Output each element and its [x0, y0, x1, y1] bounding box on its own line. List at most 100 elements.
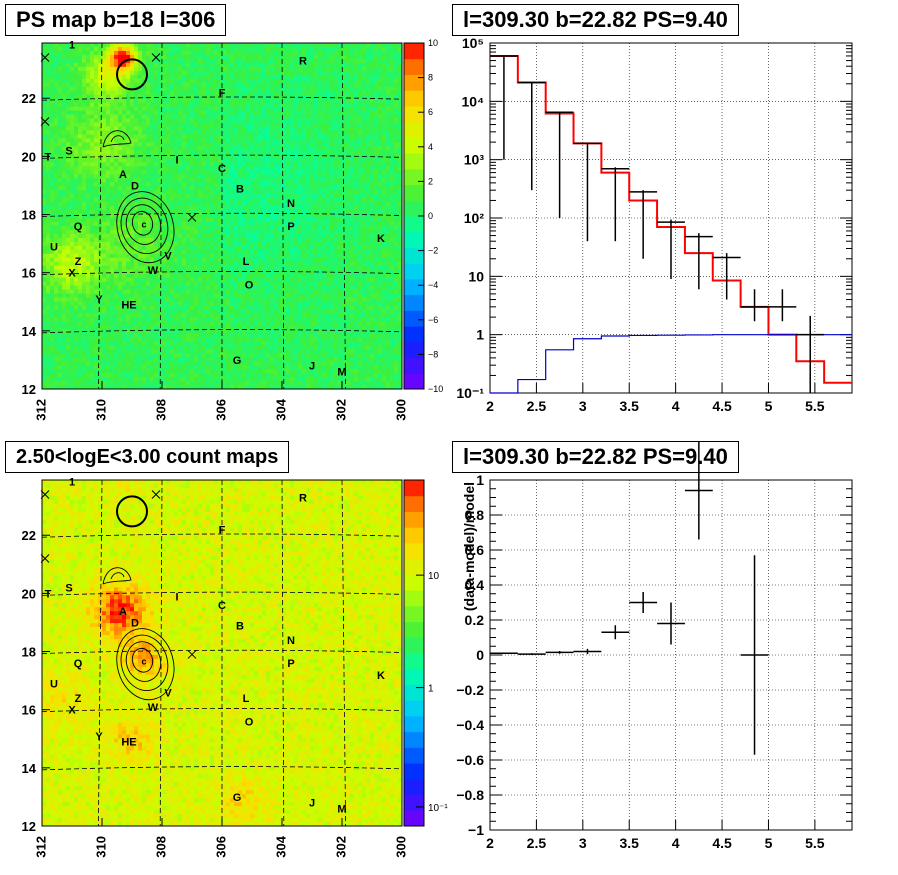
residual-grid [490, 480, 852, 830]
colorbar-segment [404, 137, 424, 154]
source-label: W [148, 702, 159, 714]
count-map-title: 2.50<logE<3.00 count maps [5, 441, 290, 473]
residual-xtick-label: 4.5 [712, 835, 732, 851]
colorbar-segment [404, 684, 424, 701]
test-position-circle [116, 58, 148, 91]
residual-ytick-label: 0.2 [465, 612, 485, 628]
map-ytick-label: 22 [22, 528, 36, 543]
map-xtick-label: 308 [153, 836, 168, 858]
residual-ytick-label: −0.8 [456, 787, 484, 803]
source-label: S [65, 146, 72, 158]
colorbar-segment [404, 184, 424, 201]
ps-map-pixels [42, 43, 403, 390]
residual-ytick-label: 0.6 [465, 542, 485, 558]
residual-xtick-label: 5.5 [805, 835, 825, 851]
colorbar-tick-label: −2 [428, 246, 438, 256]
colorbar-tick-label: 10⁻¹ [428, 803, 448, 814]
source-label: F [219, 87, 226, 99]
colorbar-segment [404, 105, 424, 123]
colorbar-segment [404, 653, 424, 670]
colorbar-segment [404, 231, 424, 248]
colorbar-segment [404, 605, 424, 623]
count-map-pixels [42, 480, 403, 827]
map-xtick-label: 304 [273, 398, 288, 420]
source-label: J [309, 798, 315, 810]
colorbar-segment [404, 558, 424, 575]
residual-ytick-label: −1 [468, 822, 484, 838]
source-label: U [50, 679, 58, 691]
source-label: A [119, 606, 127, 618]
source-label: K [377, 233, 385, 245]
source-label: 1 [69, 39, 75, 51]
spectrum-xtick-label: 5 [765, 398, 773, 414]
spectrum-ytick-label: 10⁵ [462, 35, 484, 51]
source-label: T [45, 151, 52, 163]
colorbar-tick-label: 10 [428, 571, 440, 582]
colorbar-tick-label: 6 [428, 107, 433, 117]
colorbar-segment [404, 43, 424, 60]
colorbar-segment [404, 121, 424, 138]
map-ytick-label: 18 [22, 208, 36, 223]
spectrum-grid [490, 43, 852, 393]
residual-xtick-label: 3.5 [619, 835, 639, 851]
colorbar-segment [404, 511, 424, 528]
map-ytick-label: 12 [22, 382, 36, 397]
colorbar-segment [404, 247, 424, 264]
colorbar-tick-label: −6 [428, 315, 438, 325]
ps-map-title: PS map b=18 l=306 [5, 4, 227, 36]
source-label: X [68, 705, 76, 717]
spectrum-title: l=309.30 b=22.82 PS=9.40 [452, 4, 739, 36]
source-label: M [337, 367, 346, 379]
cross-marker [40, 554, 50, 563]
spectrum-ytick-label: 10⁻¹ [456, 385, 484, 401]
source-label: F [219, 524, 226, 536]
colorbar-segment [404, 590, 424, 607]
map-xtick-label: 304 [273, 835, 288, 857]
colorbar-segment [404, 326, 424, 343]
map-xtick-label: 310 [93, 399, 108, 421]
colorbar-segment [404, 574, 424, 591]
colorbar-segment [404, 153, 424, 170]
map-xtick-label: 306 [213, 399, 228, 421]
source-label: B [236, 620, 244, 632]
colorbar-segment [404, 700, 424, 717]
map-xtick-label: 310 [93, 836, 108, 858]
source-label: T [45, 588, 52, 600]
source-label: D [131, 180, 139, 192]
colorbar-segment [404, 637, 424, 654]
map-xtick-label: 308 [153, 399, 168, 421]
map-xtick-label: 312 [33, 399, 48, 421]
spectrum-ytick-label: 10 [468, 268, 484, 284]
colorbar-segment [404, 542, 424, 560]
source-label: U [50, 242, 58, 254]
colorbar-segment [404, 278, 424, 296]
source-label: X [68, 268, 76, 280]
source-label: L [243, 256, 250, 268]
colorbar-segment [404, 341, 424, 359]
test-position-circle [116, 495, 148, 528]
source-label: A [119, 169, 127, 181]
source-label: Q [74, 221, 83, 233]
map-xtick-label: 302 [333, 836, 348, 858]
spectrum-xtick-label: 4 [672, 398, 680, 414]
colorbar-segment [404, 527, 424, 544]
map-ytick-label: 18 [22, 645, 36, 660]
source-label: C [218, 163, 226, 175]
residual-ytick-label: 1 [476, 472, 484, 488]
residual-ytick-label: 0 [476, 647, 484, 663]
ps-map-coord-grid [41, 42, 403, 390]
significance-contours [102, 130, 175, 264]
source-label: G [233, 792, 242, 804]
colorbar-segment [404, 357, 424, 374]
colorbar-segment [404, 763, 424, 780]
source-label: P [287, 658, 294, 670]
source-label: c [141, 656, 146, 666]
count-map-coord-grid [41, 479, 403, 827]
source-label: S [65, 583, 72, 595]
colorbar-segment [404, 58, 424, 75]
source-label: HE [121, 737, 136, 749]
colorbar-tick-label: 10 [428, 38, 438, 48]
cross-marker [187, 650, 197, 659]
cross-marker [40, 490, 50, 499]
colorbar-segment [404, 715, 424, 733]
